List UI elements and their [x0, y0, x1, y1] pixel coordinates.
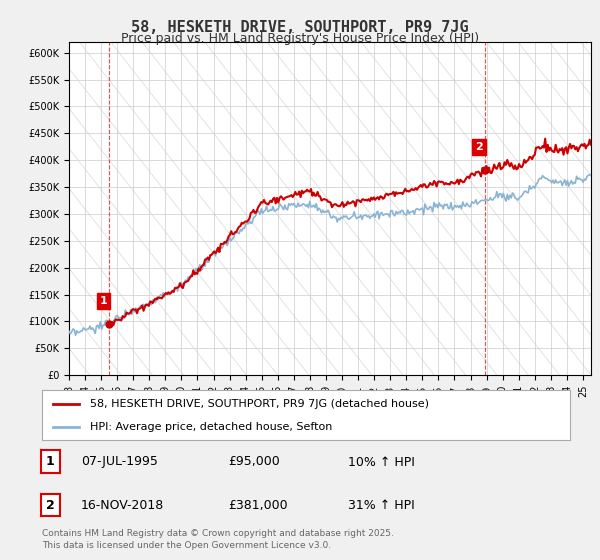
Text: 1: 1 [100, 296, 107, 306]
Text: 31% ↑ HPI: 31% ↑ HPI [348, 499, 415, 512]
Text: Price paid vs. HM Land Registry's House Price Index (HPI): Price paid vs. HM Land Registry's House … [121, 32, 479, 45]
Text: £95,000: £95,000 [228, 455, 280, 469]
Text: HPI: Average price, detached house, Sefton: HPI: Average price, detached house, Seft… [89, 422, 332, 432]
Text: 58, HESKETH DRIVE, SOUTHPORT, PR9 7JG: 58, HESKETH DRIVE, SOUTHPORT, PR9 7JG [131, 20, 469, 35]
Text: 10% ↑ HPI: 10% ↑ HPI [348, 455, 415, 469]
Text: £381,000: £381,000 [228, 499, 287, 512]
Text: 2: 2 [46, 498, 55, 512]
Text: 1: 1 [46, 455, 55, 468]
Text: 58, HESKETH DRIVE, SOUTHPORT, PR9 7JG (detached house): 58, HESKETH DRIVE, SOUTHPORT, PR9 7JG (d… [89, 399, 428, 409]
Text: 16-NOV-2018: 16-NOV-2018 [81, 499, 164, 512]
Text: 07-JUL-1995: 07-JUL-1995 [81, 455, 158, 469]
Text: 2: 2 [475, 142, 483, 152]
Text: Contains HM Land Registry data © Crown copyright and database right 2025.
This d: Contains HM Land Registry data © Crown c… [42, 529, 394, 550]
